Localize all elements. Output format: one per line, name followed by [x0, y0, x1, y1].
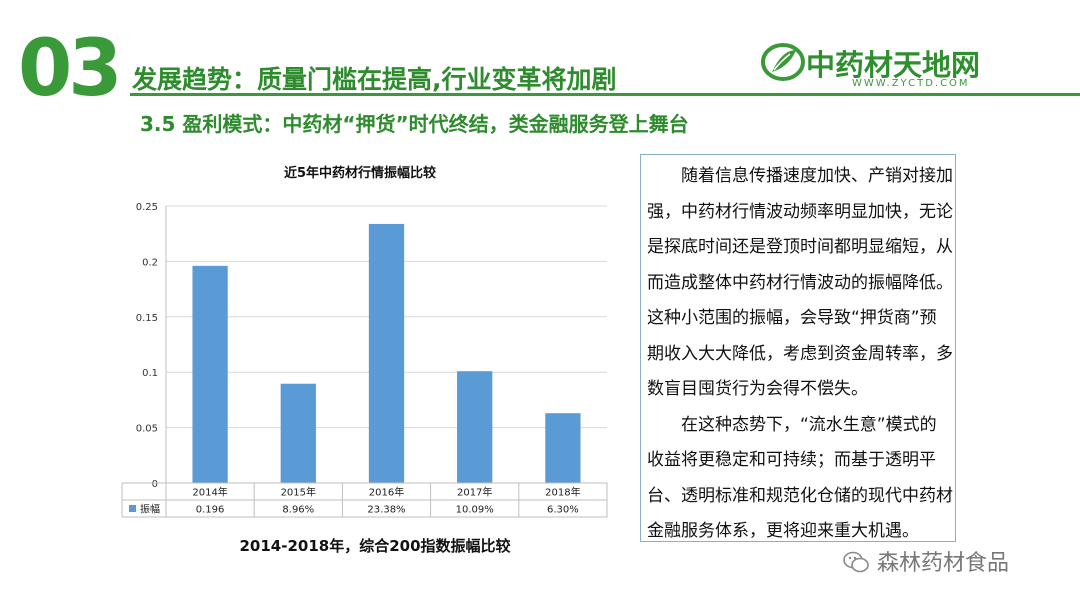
x-tick-label: 2014年: [192, 486, 227, 499]
bar: [192, 265, 228, 483]
bar-chart: 0 0.05 0.1 0.15 0.2 0.25 2014年 0.196 2015年 8.96% 2…: [121, 202, 608, 518]
brand-logo: 中药材天地网 WWW.ZYCTD.COM: [760, 40, 1030, 92]
watermark-text: 森林药材食品: [877, 551, 1010, 576]
data-label: 8.96%: [282, 505, 314, 516]
paragraph-1: 随着信息传播速度加快、产销对接加强，中药材行情波动频率明显加快，无论是探底时间还…: [647, 166, 953, 399]
bar: [280, 383, 316, 483]
title-divider: [130, 93, 1080, 96]
y-tick-label: 0.1: [142, 368, 158, 379]
logo-url: WWW.ZYCTD.COM: [852, 78, 970, 89]
bar: [368, 223, 405, 484]
data-label: 0.196: [196, 505, 225, 516]
y-tick-label: 0: [152, 479, 158, 490]
y-tick-label: 0.25: [136, 202, 158, 213]
description-box: 随着信息传播速度加快、产销对接加强，中药材行情波动频率明显加快，无论是探底时间还…: [640, 154, 956, 542]
x-tick-label: 2015年: [281, 486, 316, 499]
chart-caption: 2014-2018年，综合200指数振幅比较: [239, 537, 511, 555]
logo-name: 中药材天地网: [806, 48, 981, 82]
x-tick-label: 2017年: [457, 486, 492, 499]
bar: [545, 413, 581, 483]
y-tick-label: 0.15: [136, 313, 158, 324]
bar: [457, 371, 493, 483]
section-number: 03: [18, 24, 123, 114]
legend-label: 振幅: [140, 503, 160, 516]
data-label: 23.38%: [367, 505, 405, 516]
data-label: 6.30%: [547, 505, 579, 516]
wechat-icon: [843, 551, 869, 573]
legend-key: [129, 505, 136, 512]
paragraph-2: 在这种态势下，“流水生意”模式的收益将更稳定和可持续；而基于透明平台、透明标准和…: [647, 414, 953, 542]
y-tick-label: 0.05: [136, 424, 158, 435]
page-title: 发展趋势：质量门槛在提高,行业变革将加剧: [132, 65, 617, 94]
wechat-watermark: 森林药材食品: [842, 545, 1009, 577]
leaf-logo-icon: [761, 43, 805, 81]
data-label: 10.09%: [456, 505, 494, 516]
chart-title: 近5年中药材行情振幅比较: [283, 166, 437, 181]
y-tick-label: 0.2: [142, 257, 158, 268]
x-tick-label: 2016年: [369, 486, 404, 499]
page-subtitle: 3.5 盈利模式：中药材“押货”时代终结，类金融服务登上舞台: [140, 112, 689, 136]
x-tick-label: 2018年: [545, 486, 580, 499]
